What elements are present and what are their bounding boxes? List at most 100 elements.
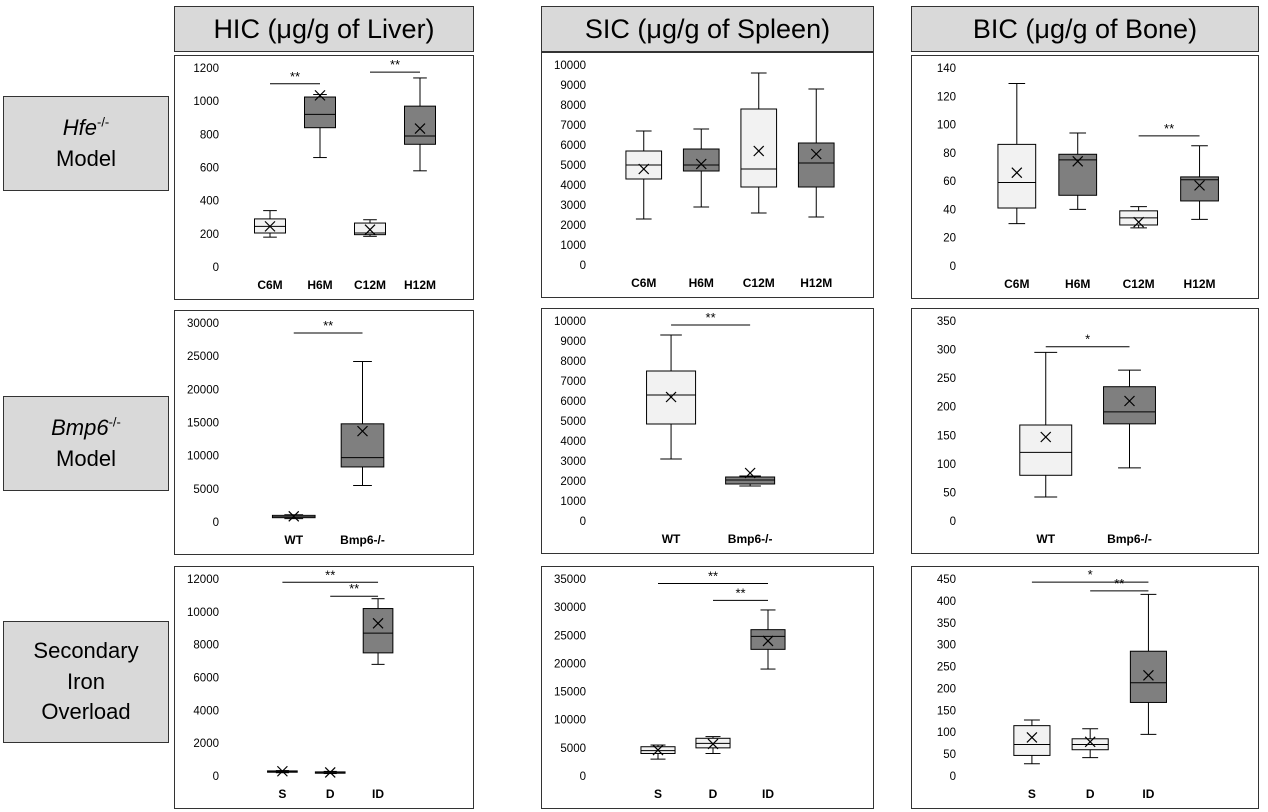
y-tick-label: 1000 — [193, 96, 219, 108]
mean-marker — [1124, 395, 1135, 407]
box-iqr — [682, 148, 720, 172]
significance-label: ** — [706, 310, 716, 325]
chart-panel-sic-secondary: 0 5000 10000 15000 20000 25000 30000 35000 S D ID *… — [541, 566, 874, 809]
y-tick-label: 0 — [213, 517, 219, 529]
box-plot-sic-secondary: 0 5000 10000 15000 20000 25000 30000 35000 S D ID *… — [554, 569, 786, 801]
x-category-label: C6M — [631, 276, 656, 290]
box-d — [314, 766, 346, 778]
x-category-label: Bmp6-/- — [728, 532, 773, 546]
y-tick-label: 9000 — [560, 336, 586, 348]
y-tick-label: 0 — [213, 262, 219, 274]
box-iqr — [1129, 650, 1167, 703]
y-tick-label: 300 — [937, 640, 956, 652]
y-tick-label: 1000 — [560, 496, 586, 508]
chart-panel-hic-secondary: 0 2000 4000 6000 8000 10000 12000 S D ID ** ** — [174, 566, 474, 809]
box-iqr — [997, 143, 1037, 209]
box-wt — [1019, 351, 1073, 498]
x-category-label: C12M — [743, 276, 775, 290]
y-tick-label: 35000 — [554, 574, 586, 586]
row-label-line-secondary: Secondary — [33, 637, 139, 663]
y-tick-label: 120 — [937, 91, 956, 103]
y-tick-label: 100 — [937, 120, 956, 132]
y-tick-label: 0 — [580, 771, 586, 783]
y-tick-label: 150 — [937, 705, 956, 717]
x-category-label: ID — [372, 787, 384, 801]
y-tick-label: 6000 — [193, 673, 219, 685]
box-bmp6 — [340, 360, 385, 487]
chart-panel-sic-hfe: 0 1000 2000 3000 4000 5000 6000 7000 8000 9000 100… — [541, 52, 874, 298]
mean-marker — [1194, 179, 1205, 191]
mean-marker — [1143, 669, 1154, 681]
y-tick-label: 2000 — [560, 220, 586, 232]
x-category-label: H12M — [1184, 277, 1216, 291]
y-tick-label: 350 — [937, 316, 956, 328]
box-d — [1071, 728, 1109, 759]
box-bmp6 — [1103, 369, 1156, 469]
chart-panel-hic-hfe: 0 200 400 600 800 1000 1200 C6M H6M C12M H12M ** ** — [174, 55, 474, 300]
x-category-label: C12M — [354, 278, 386, 292]
box-bmp6 — [725, 467, 776, 487]
y-tick-label: 2000 — [193, 738, 219, 750]
y-tick-label: 250 — [937, 662, 956, 674]
y-tick-label: 8000 — [560, 356, 586, 368]
y-tick-label: 140 — [937, 63, 956, 75]
y-tick-label: 3000 — [560, 456, 586, 468]
box-plot-hic-hfe: 0 200 400 600 800 1000 1200 C6M H6M C12M H12M ** ** — [193, 57, 436, 292]
significance-label: ** — [735, 585, 745, 600]
box-iqr — [362, 608, 394, 654]
mean-marker — [288, 510, 300, 522]
chart-panel-bic-hfe: 0 20 40 60 80 100 120 140 C6M H6M C12M H12M ** — [911, 55, 1259, 299]
box-iqr — [740, 108, 778, 188]
y-tick-label: 12000 — [187, 574, 219, 586]
y-tick-label: 300 — [937, 345, 956, 357]
y-tick-label: 10000 — [187, 607, 219, 619]
mean-marker — [414, 123, 426, 134]
chart-panel-bic-secondary: 0 50 100 150 200 250 300 350 400 450 S D ID * ** — [911, 566, 1259, 809]
y-tick-label: 30000 — [187, 318, 219, 330]
x-category-label: WT — [662, 532, 681, 546]
y-tick-label: 8000 — [193, 640, 219, 652]
significance-label: * — [1085, 332, 1090, 347]
row-label-line-iron: Iron — [67, 668, 105, 694]
box-id — [750, 609, 786, 670]
y-tick-label: 5000 — [560, 416, 586, 428]
x-category-label: D — [709, 787, 718, 801]
mean-marker — [1084, 736, 1096, 748]
y-tick-label: 0 — [213, 771, 219, 783]
box-wt — [271, 510, 316, 522]
box-c12m — [354, 219, 386, 237]
y-tick-label: 100 — [937, 459, 956, 471]
y-tick-label: 10000 — [187, 451, 219, 463]
row-label-model-text: Model — [56, 445, 116, 471]
box-c12m — [1119, 206, 1159, 229]
box-c6m — [997, 83, 1037, 225]
x-category-label: Bmp6-/- — [340, 533, 385, 547]
y-tick-label: 4000 — [193, 705, 219, 717]
box-h6m — [304, 89, 336, 159]
x-category-label: WT — [1036, 532, 1055, 546]
y-tick-label: 5000 — [193, 484, 219, 496]
mean-marker — [665, 391, 677, 403]
box-iqr — [404, 105, 436, 145]
y-tick-label: 25000 — [554, 630, 586, 642]
y-tick-label: 150 — [937, 430, 956, 442]
y-tick-label: 10000 — [554, 316, 586, 328]
significance-label: ** — [323, 318, 333, 333]
box-c6m — [254, 210, 286, 238]
column-header-bic: BIC (μg/g of Bone) — [911, 6, 1259, 52]
mean-marker — [1133, 216, 1145, 228]
row-label-bmp6-model: Bmp6-/- Model — [3, 396, 169, 491]
mean-marker — [314, 89, 326, 101]
x-category-label: ID — [1142, 787, 1154, 801]
row-label-line-overload: Overload — [41, 699, 131, 725]
mean-marker — [276, 765, 288, 777]
mean-marker — [1072, 155, 1084, 167]
y-tick-label: 15000 — [554, 687, 586, 699]
significance-label: ** — [325, 567, 335, 582]
box-id — [1129, 593, 1167, 735]
box-plot-hic-secondary: 0 2000 4000 6000 8000 10000 12000 S D ID ** ** — [187, 567, 394, 801]
mean-marker — [324, 766, 336, 778]
x-category-label: C6M — [1004, 277, 1029, 291]
y-tick-label: 40 — [943, 204, 956, 216]
